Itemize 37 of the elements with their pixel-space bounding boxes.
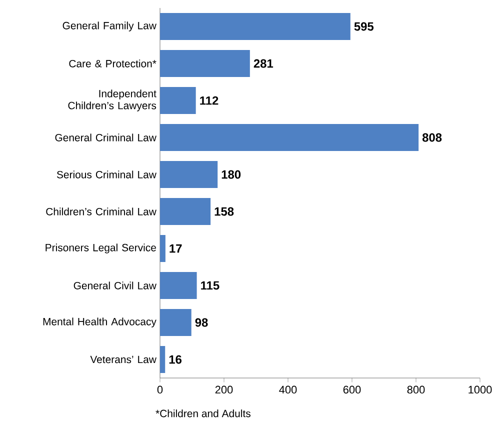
y-tick-label: General Family Law <box>62 22 156 32</box>
y-tick-label: Serious Criminal Law <box>56 170 156 178</box>
bar <box>160 346 166 374</box>
x-tick-label: 800 <box>407 386 425 394</box>
data-label: 112 <box>200 96 218 105</box>
y-tick-label: Independent Children’s Lawyers <box>68 90 156 112</box>
y-tick-label: General Criminal Law <box>55 134 156 142</box>
x-tick-label: 400 <box>279 386 297 394</box>
bar <box>160 50 250 78</box>
data-label: 158 <box>214 207 234 216</box>
bar <box>160 198 211 226</box>
bar <box>160 235 166 262</box>
bar <box>160 124 419 152</box>
bar <box>160 87 196 114</box>
bar <box>160 161 218 188</box>
data-label: 115 <box>201 281 220 290</box>
x-tick-label: 200 <box>215 386 233 394</box>
data-label: 16 <box>169 355 182 364</box>
y-tick-label: Veterans’ Law <box>90 356 156 364</box>
bar <box>160 272 197 300</box>
x-tick-label: 600 <box>343 386 361 394</box>
data-label: 17 <box>170 244 182 253</box>
x-tick-label: 1000 <box>468 386 492 394</box>
y-tick-label: Care & Protection* <box>69 60 156 68</box>
x-tick-label: 0 <box>157 386 163 394</box>
data-label: 180 <box>222 170 241 179</box>
data-label: 595 <box>354 22 374 31</box>
data-label: 808 <box>422 133 442 142</box>
bar <box>160 309 192 336</box>
y-tick-label: Mental Health Advocacy <box>43 318 156 328</box>
data-label: 98 <box>195 318 208 327</box>
text: *Children and Adults <box>156 410 250 418</box>
y-tick-label: General Civil Law <box>74 282 156 290</box>
bar <box>160 13 350 40</box>
y-tick-label: Prisoners Legal Service <box>46 244 156 254</box>
data-label: 281 <box>254 59 274 68</box>
y-tick-label: Children’s Criminal Law <box>46 208 156 216</box>
